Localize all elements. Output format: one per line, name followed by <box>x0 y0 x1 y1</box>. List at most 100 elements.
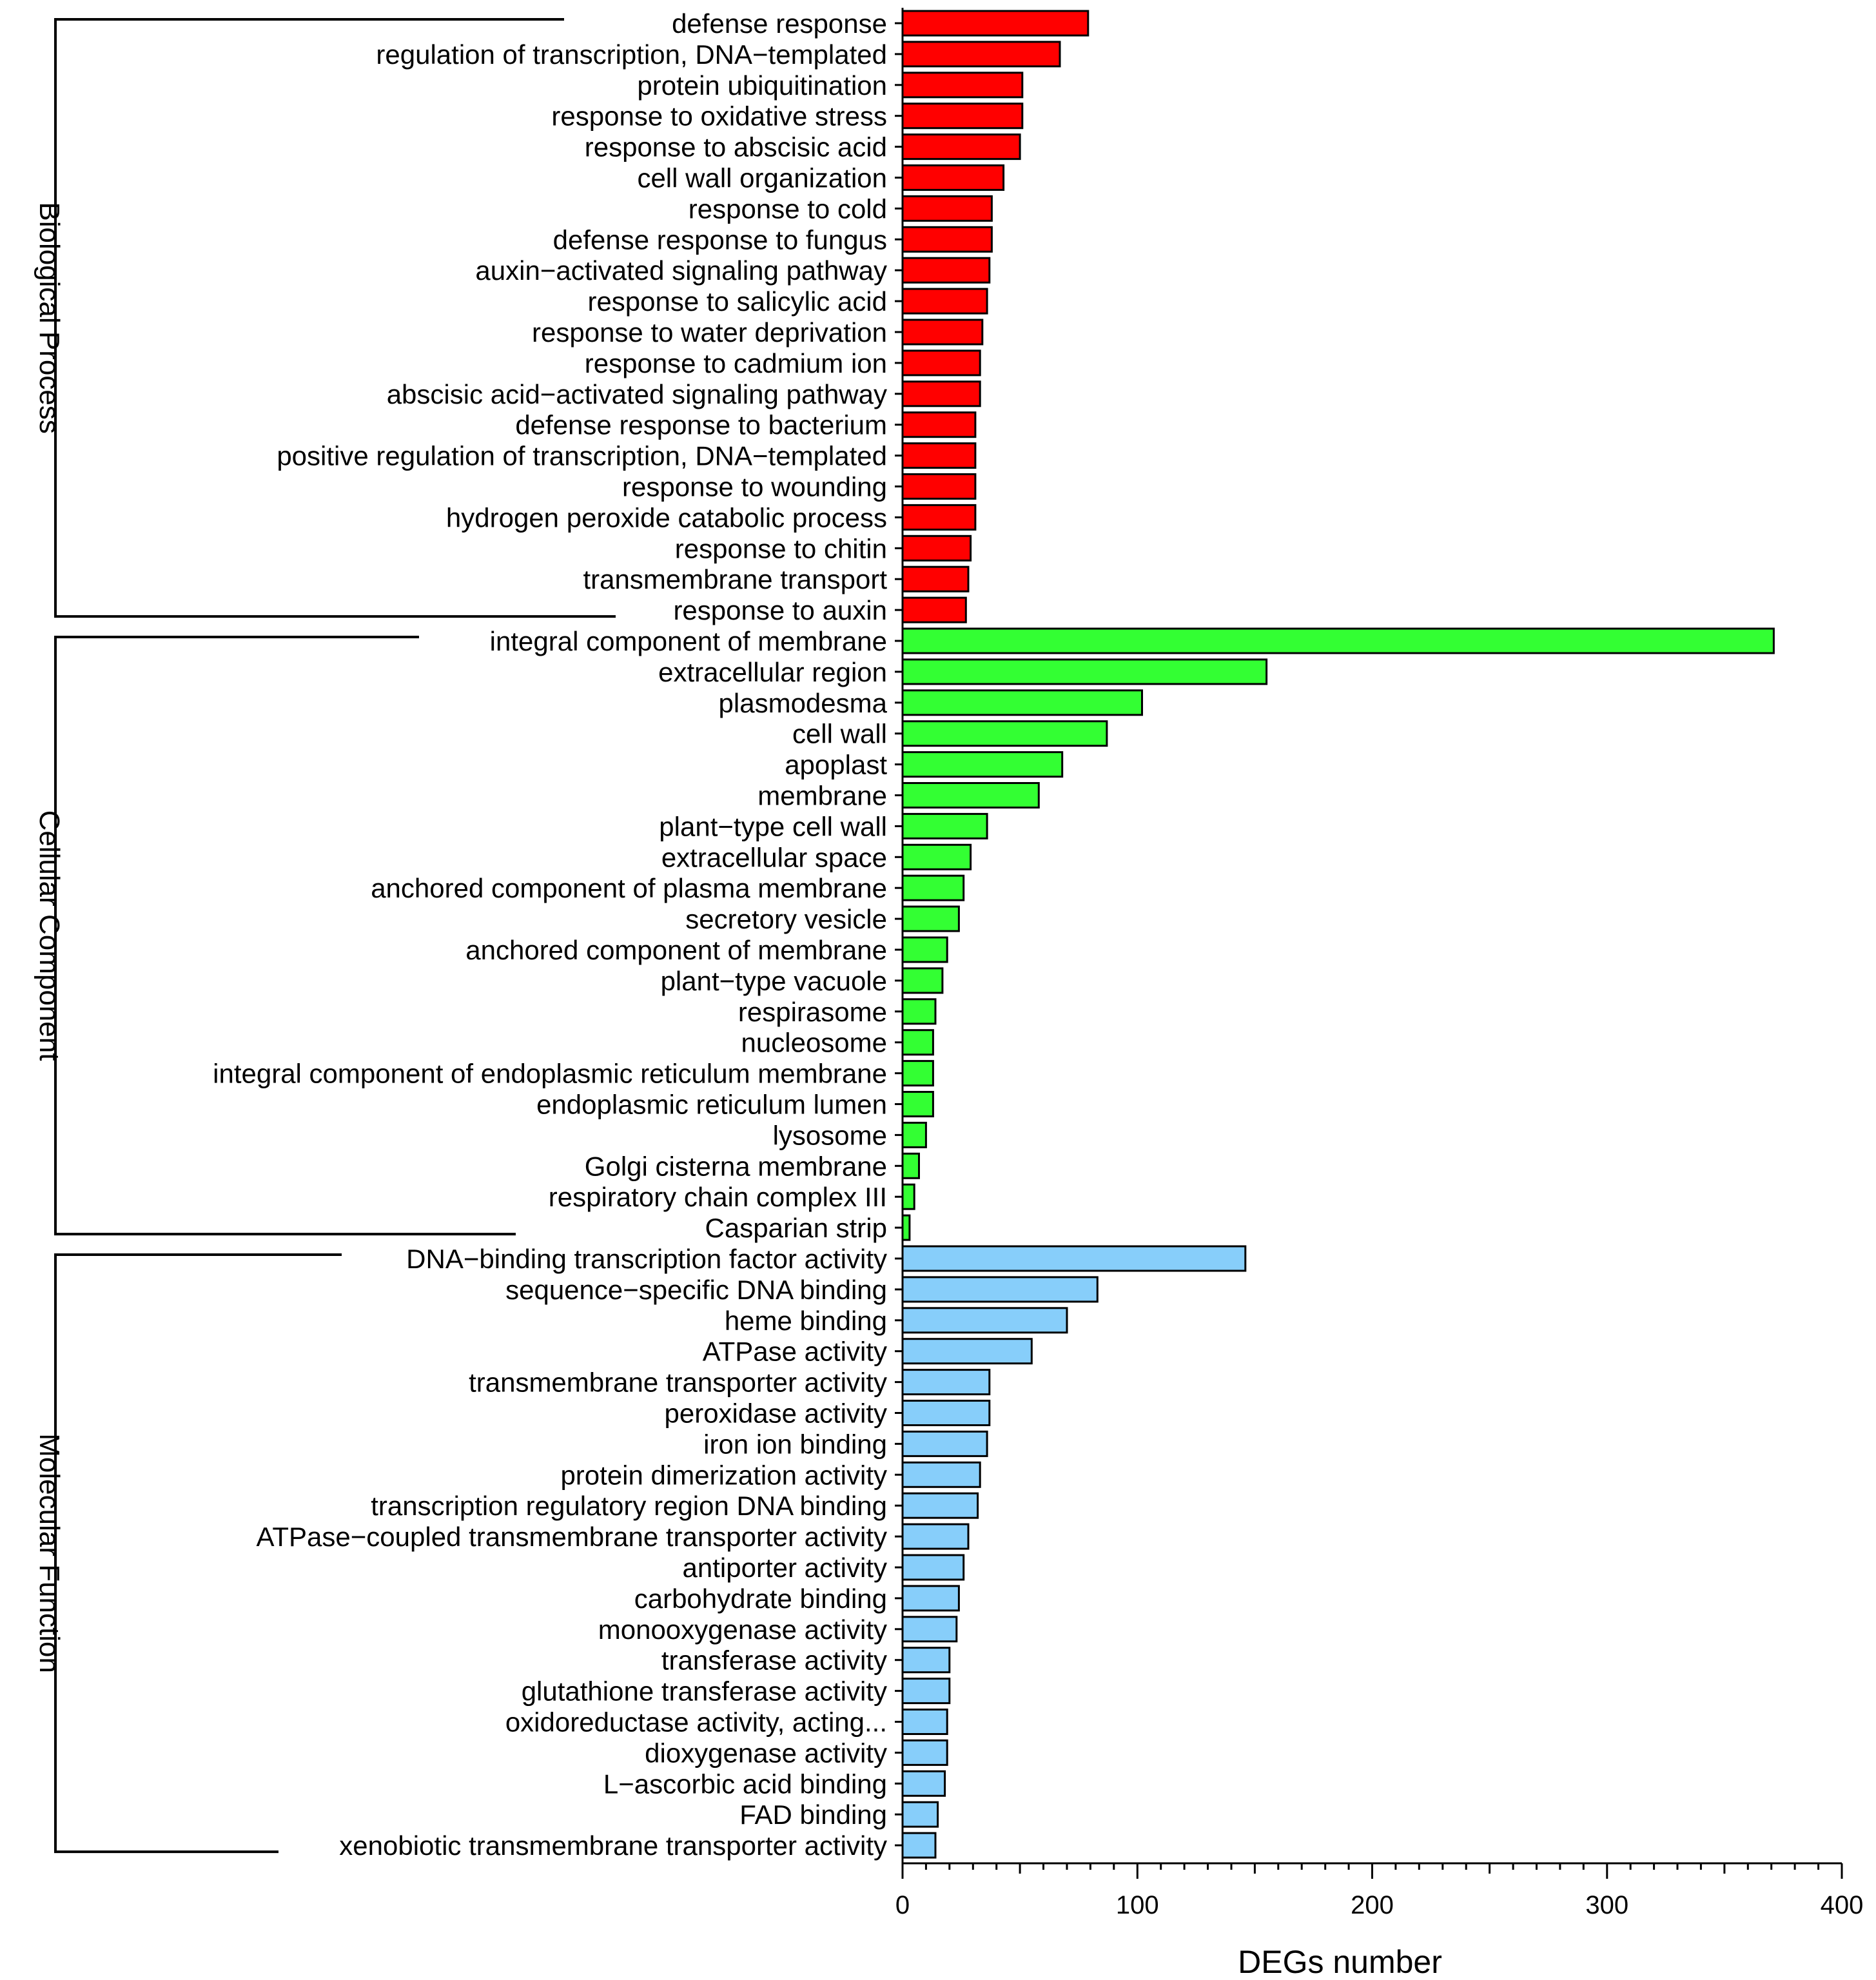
bar-3-8 <box>901 1461 981 1488</box>
group-bracket-2 <box>54 636 516 1236</box>
bar-2-13 <box>901 998 937 1025</box>
bar-3-1 <box>901 1245 1247 1272</box>
category-label: auxin−activated signaling pathway <box>475 255 887 286</box>
category-label: antiporter activity <box>683 1553 887 1583</box>
bar-1-11 <box>901 319 984 346</box>
category-label: defense response <box>672 8 887 39</box>
category-label: Golgi cisterna membrane <box>585 1151 887 1181</box>
category-label: plant−type cell wall <box>659 811 887 841</box>
category-label: endoplasmic reticulum lumen <box>536 1090 887 1120</box>
category-label: respirasome <box>738 997 887 1027</box>
group-bracket-3 <box>54 1253 342 1854</box>
bars <box>901 10 1775 1859</box>
x-axis-ticks: 0 100 200 300 400 <box>895 1863 1864 1919</box>
category-label: extracellular region <box>658 657 887 687</box>
category-label: respiratory chain complex III <box>549 1182 887 1212</box>
x-tick-label: 400 <box>1821 1891 1864 1919</box>
bar-2-18 <box>901 1152 920 1179</box>
bar-2-15 <box>901 1060 934 1087</box>
category-label: response to wounding <box>622 472 887 502</box>
bar-2-16 <box>901 1091 934 1117</box>
x-tick-label: 300 <box>1585 1891 1628 1919</box>
bar-2-10 <box>901 905 960 932</box>
bar-2-5 <box>901 751 1064 778</box>
category-label: transcription regulatory region DNA bind… <box>371 1491 887 1521</box>
bar-2-14 <box>901 1029 934 1056</box>
bar-1-13 <box>901 380 981 407</box>
group-label: Molecular Function <box>34 1433 65 1673</box>
category-label: protein ubiquitination <box>637 70 887 101</box>
category-label: extracellular space <box>661 842 887 872</box>
category-label: Casparian strip <box>705 1213 887 1243</box>
axes <box>901 8 1842 1865</box>
category-label: cell wall <box>792 719 887 749</box>
bar-1-5 <box>901 133 1021 161</box>
x-tick-label: 100 <box>1116 1891 1159 1919</box>
bar-1-7 <box>901 195 993 222</box>
category-label: transmembrane transport <box>583 564 887 594</box>
category-label: transmembrane transporter activity <box>469 1367 887 1398</box>
category-label: integral component of membrane <box>490 626 887 656</box>
category-label: carbohydrate binding <box>634 1583 887 1614</box>
category-label: defense response to fungus <box>553 224 887 255</box>
category-label: heme binding <box>725 1306 887 1336</box>
category-label: FAD binding <box>739 1799 887 1830</box>
bar-3-2 <box>901 1276 1099 1303</box>
bar-3-9 <box>901 1492 979 1519</box>
bar-3-5 <box>901 1369 991 1396</box>
category-label: glutathione transferase activity <box>522 1676 887 1707</box>
bar-1-4 <box>901 103 1024 130</box>
category-label: apoplast <box>785 750 887 780</box>
bar-1-17 <box>901 504 977 531</box>
bar-1-15 <box>901 442 977 469</box>
x-tick-label: 200 <box>1351 1891 1394 1919</box>
bar-2-2 <box>901 658 1268 685</box>
category-label: dioxygenase activity <box>645 1738 887 1768</box>
category-label: positive regulation of transcription, DN… <box>277 441 887 471</box>
bar-3-17 <box>901 1739 948 1766</box>
bar-3-19 <box>901 1801 939 1828</box>
bar-3-14 <box>901 1647 951 1674</box>
category-label: nucleosome <box>741 1028 887 1058</box>
category-label: ATPase activity <box>703 1337 887 1367</box>
group-label: Biological Process <box>34 202 65 433</box>
group-bracket-1 <box>54 18 616 618</box>
bar-1-3 <box>901 72 1024 99</box>
bar-3-13 <box>901 1616 958 1643</box>
bar-3-18 <box>901 1770 946 1797</box>
bar-1-8 <box>901 226 993 253</box>
category-label: lysosome <box>773 1120 887 1150</box>
bar-2-6 <box>901 782 1040 809</box>
category-label: response to auxin <box>673 595 887 625</box>
category-label: membrane <box>757 781 887 811</box>
x-tick-label: 0 <box>895 1891 910 1919</box>
bar-2-7 <box>901 812 988 839</box>
category-label: transferase activity <box>661 1645 887 1676</box>
category-label: cell wall organization <box>637 163 887 193</box>
category-label: xenobiotic transmembrane transporter act… <box>339 1830 887 1861</box>
bar-1-16 <box>901 473 977 500</box>
bar-1-14 <box>901 411 977 438</box>
category-label: ATPase−coupled transmembrane transporter… <box>256 1522 887 1552</box>
category-label: oxidoreductase activity, acting... <box>505 1707 887 1738</box>
category-label: anchored component of membrane <box>465 935 887 965</box>
bar-1-6 <box>901 164 1005 191</box>
category-label: response to abscisic acid <box>585 132 887 162</box>
bar-2-3 <box>901 689 1143 716</box>
category-label: hydrogen peroxide catabolic process <box>446 502 887 533</box>
bar-2-20 <box>901 1214 911 1241</box>
category-label: response to salicylic acid <box>587 286 887 317</box>
group-brackets <box>54 18 616 1854</box>
category-label: response to chitin <box>675 533 887 564</box>
bar-3-12 <box>901 1585 960 1612</box>
bar-3-4 <box>901 1338 1033 1365</box>
bar-2-1 <box>901 627 1775 654</box>
group-label: Cellular Component <box>34 810 65 1061</box>
bar-3-15 <box>901 1678 951 1705</box>
category-label: response to water deprivation <box>532 317 887 348</box>
bar-1-12 <box>901 349 981 377</box>
x-axis-title: DEGs number <box>1238 1944 1442 1980</box>
bar-1-2 <box>901 41 1061 68</box>
